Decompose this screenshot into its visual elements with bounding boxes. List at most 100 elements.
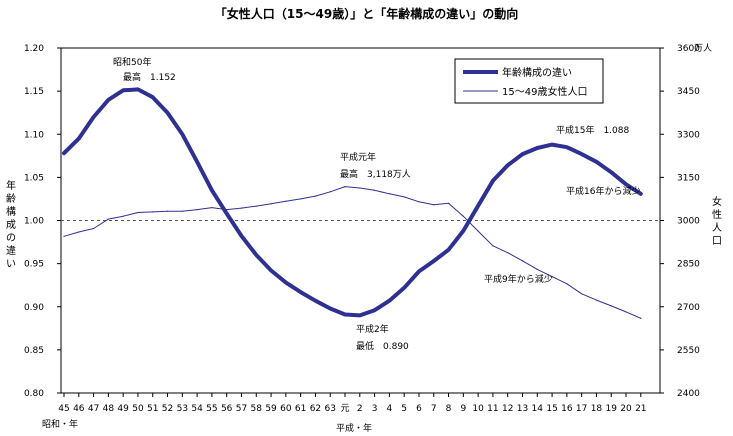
data-point-female-population: [137, 211, 139, 214]
right-tick-label: 2850: [677, 260, 700, 270]
data-point-female-population: [107, 218, 109, 220]
x-tick-label: 45: [58, 404, 69, 414]
data-point-female-population: [447, 202, 450, 204]
left-tick-label: 0.95: [24, 260, 44, 270]
x-tick-label: 59: [265, 404, 277, 414]
right-tick-label: 2700: [677, 303, 700, 313]
data-point-age-structure: [536, 147, 538, 149]
x-tick-label: 57: [236, 404, 247, 414]
x-tick-label: 元: [341, 404, 350, 414]
annotation-heisei2: 平成2年 最低 0.890: [356, 323, 409, 352]
svg-text:平成15年 1.088: 平成15年 1.088: [556, 124, 629, 136]
x-tick-label: 3: [372, 404, 378, 414]
data-point-female-population: [595, 299, 598, 301]
x-era-showa-label: 昭和・年: [42, 418, 78, 430]
data-point-age-structure: [181, 133, 183, 135]
data-point-age-structure: [595, 161, 598, 163]
data-point-age-structure: [63, 152, 65, 154]
data-point-female-population: [507, 252, 509, 254]
x-tick-label: 56: [221, 404, 233, 414]
data-point-female-population: [196, 208, 198, 211]
data-point-age-structure: [137, 88, 139, 90]
data-point-age-structure: [329, 307, 331, 310]
x-tick-label: 47: [88, 404, 99, 414]
data-point-female-population: [462, 215, 464, 217]
annotation-heisei15: 平成15年 1.088: [556, 124, 629, 136]
data-point-female-population: [388, 193, 390, 195]
data-point-female-population: [403, 196, 405, 198]
data-point-age-structure: [270, 269, 272, 272]
x-tick-label: 20: [620, 404, 632, 414]
data-point-female-population: [63, 235, 65, 237]
right-axis-unit: 万人: [694, 43, 712, 54]
left-tick-label: 1.20: [24, 44, 44, 54]
data-point-female-population: [344, 185, 346, 188]
x-tick-label: 13: [517, 404, 528, 414]
x-axis: 45 46 47 48 49 50 51 52 53 54 55 56 57 58 59 60 61 62 63 元 2…: [58, 393, 647, 414]
x-tick-label: 50: [132, 404, 144, 414]
data-point-age-structure: [285, 282, 287, 284]
data-point-female-population: [300, 198, 302, 200]
data-point-female-population: [492, 245, 494, 247]
right-tick-label: 3000: [677, 217, 700, 227]
x-era-heisei-label: 平成・年: [336, 422, 372, 434]
x-tick-label: 17: [576, 404, 587, 414]
left-tick-label: 0.90: [24, 303, 44, 313]
data-point-female-population: [610, 305, 612, 307]
data-point-female-population: [211, 206, 213, 209]
data-point-age-structure: [152, 96, 154, 98]
left-axis: 0.80 0.85 0.90 0.95 1.00 1.05 1.10 1.15 1.20: [24, 44, 61, 399]
data-point-age-structure: [477, 205, 479, 207]
left-tick-label: 1.15: [24, 87, 44, 97]
data-point-female-population: [329, 191, 331, 193]
x-tick-label: 19: [606, 404, 618, 414]
x-tick-label: 54: [191, 404, 203, 414]
data-point-age-structure: [388, 300, 390, 302]
data-point-age-structure: [122, 89, 124, 91]
data-point-age-structure: [373, 309, 376, 311]
data-point-age-structure: [166, 112, 169, 114]
data-point-age-structure: [344, 313, 346, 316]
x-tick-label: 4: [387, 404, 393, 414]
right-axis: 2400 2550 2700 2850 3000 3150 3300 3450 3600: [660, 44, 700, 399]
data-point-female-population: [152, 211, 154, 213]
left-tick-label: 0.80: [24, 389, 44, 399]
data-point-female-population: [536, 268, 538, 270]
legend-label-age: 年齢構成の違い: [502, 66, 572, 79]
svg-text:平成2年: 平成2年: [356, 323, 389, 335]
right-tick-label: 3300: [677, 130, 700, 140]
x-tick-label: 52: [162, 404, 173, 414]
legend-box: 年齢構成の違い 15～49歳女性人口: [454, 58, 604, 104]
data-point-age-structure: [226, 213, 228, 215]
data-point-female-population: [551, 275, 553, 278]
data-point-age-structure: [507, 164, 509, 166]
data-point-age-structure: [640, 193, 642, 195]
x-tick-label: 11: [487, 404, 498, 414]
data-point-age-structure: [581, 153, 583, 155]
x-tick-label: 10: [472, 404, 484, 414]
x-tick-label: 7: [431, 404, 437, 414]
right-tick-label: 3600: [677, 44, 700, 54]
data-point-female-population: [477, 230, 479, 232]
data-point-age-structure: [447, 249, 450, 251]
x-tick-label: 51: [147, 404, 158, 414]
data-point-age-structure: [403, 287, 405, 289]
annotation-heisei16: 平成16年から減少: [566, 185, 640, 197]
data-point-age-structure: [418, 270, 420, 272]
data-point-female-population: [640, 317, 642, 319]
annotation-heisei-gannen: 平成元年 最高 3,118万人: [340, 151, 411, 180]
x-tick-label: 12: [502, 404, 513, 414]
x-tick-label: 63: [324, 404, 335, 414]
legend-label-pop: 15～49歳女性人口: [502, 85, 587, 98]
data-point-female-population: [418, 201, 420, 203]
data-point-female-population: [270, 203, 272, 205]
x-tick-label: 8: [446, 404, 452, 414]
data-point-age-structure: [359, 314, 361, 316]
chart-title: 「女性人口（15～49歳）」と「年齢構成の違い」の動向: [214, 7, 519, 21]
x-tick-label: 61: [295, 404, 306, 414]
svg-text:昭和50年: 昭和50年: [113, 56, 151, 68]
svg-text:平成元年: 平成元年: [340, 151, 376, 163]
x-tick-label: 53: [177, 404, 188, 414]
right-axis-label: 女性人口: [712, 197, 722, 247]
